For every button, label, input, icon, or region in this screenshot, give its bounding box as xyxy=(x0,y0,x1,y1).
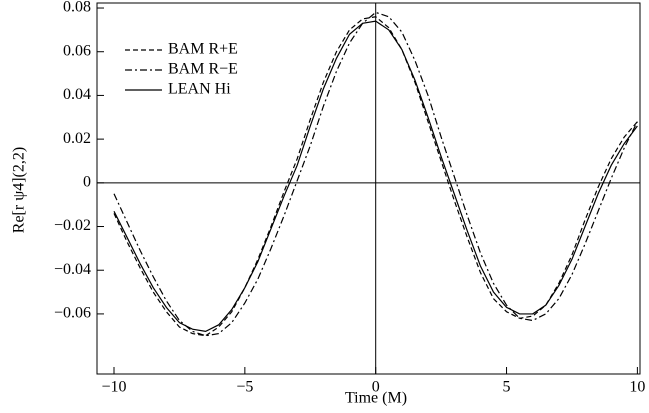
y-tick-label: 0.04 xyxy=(63,86,91,103)
series-line xyxy=(113,20,638,333)
x-tick-label: −5 xyxy=(236,379,253,396)
y-axis-label: Re[r ψ4](2,2) xyxy=(11,147,28,233)
legend-label: BAM R+E xyxy=(168,41,238,58)
series-line xyxy=(113,16,638,337)
x-tick-label: 0 xyxy=(372,379,380,396)
x-tick-label: 5 xyxy=(503,379,511,396)
y-tick-label: 0.06 xyxy=(63,42,91,59)
legend-label: LEAN Hi xyxy=(168,81,231,98)
x-axis-label: Time (M) xyxy=(345,390,407,407)
y-tick-label: −0.02 xyxy=(54,217,91,234)
series-line xyxy=(113,11,638,337)
y-tick-label: 0.02 xyxy=(63,130,91,147)
x-tick-label: −10 xyxy=(101,379,126,396)
y-tick-label: 0.08 xyxy=(63,0,91,16)
x-tick-label: 10 xyxy=(629,379,645,396)
y-tick-label: −0.04 xyxy=(54,261,91,278)
plot-frame xyxy=(96,2,641,375)
legend-label: BAM R−E xyxy=(168,61,238,78)
y-tick-label: 0 xyxy=(83,173,91,190)
y-tick-label: −0.06 xyxy=(54,305,91,322)
